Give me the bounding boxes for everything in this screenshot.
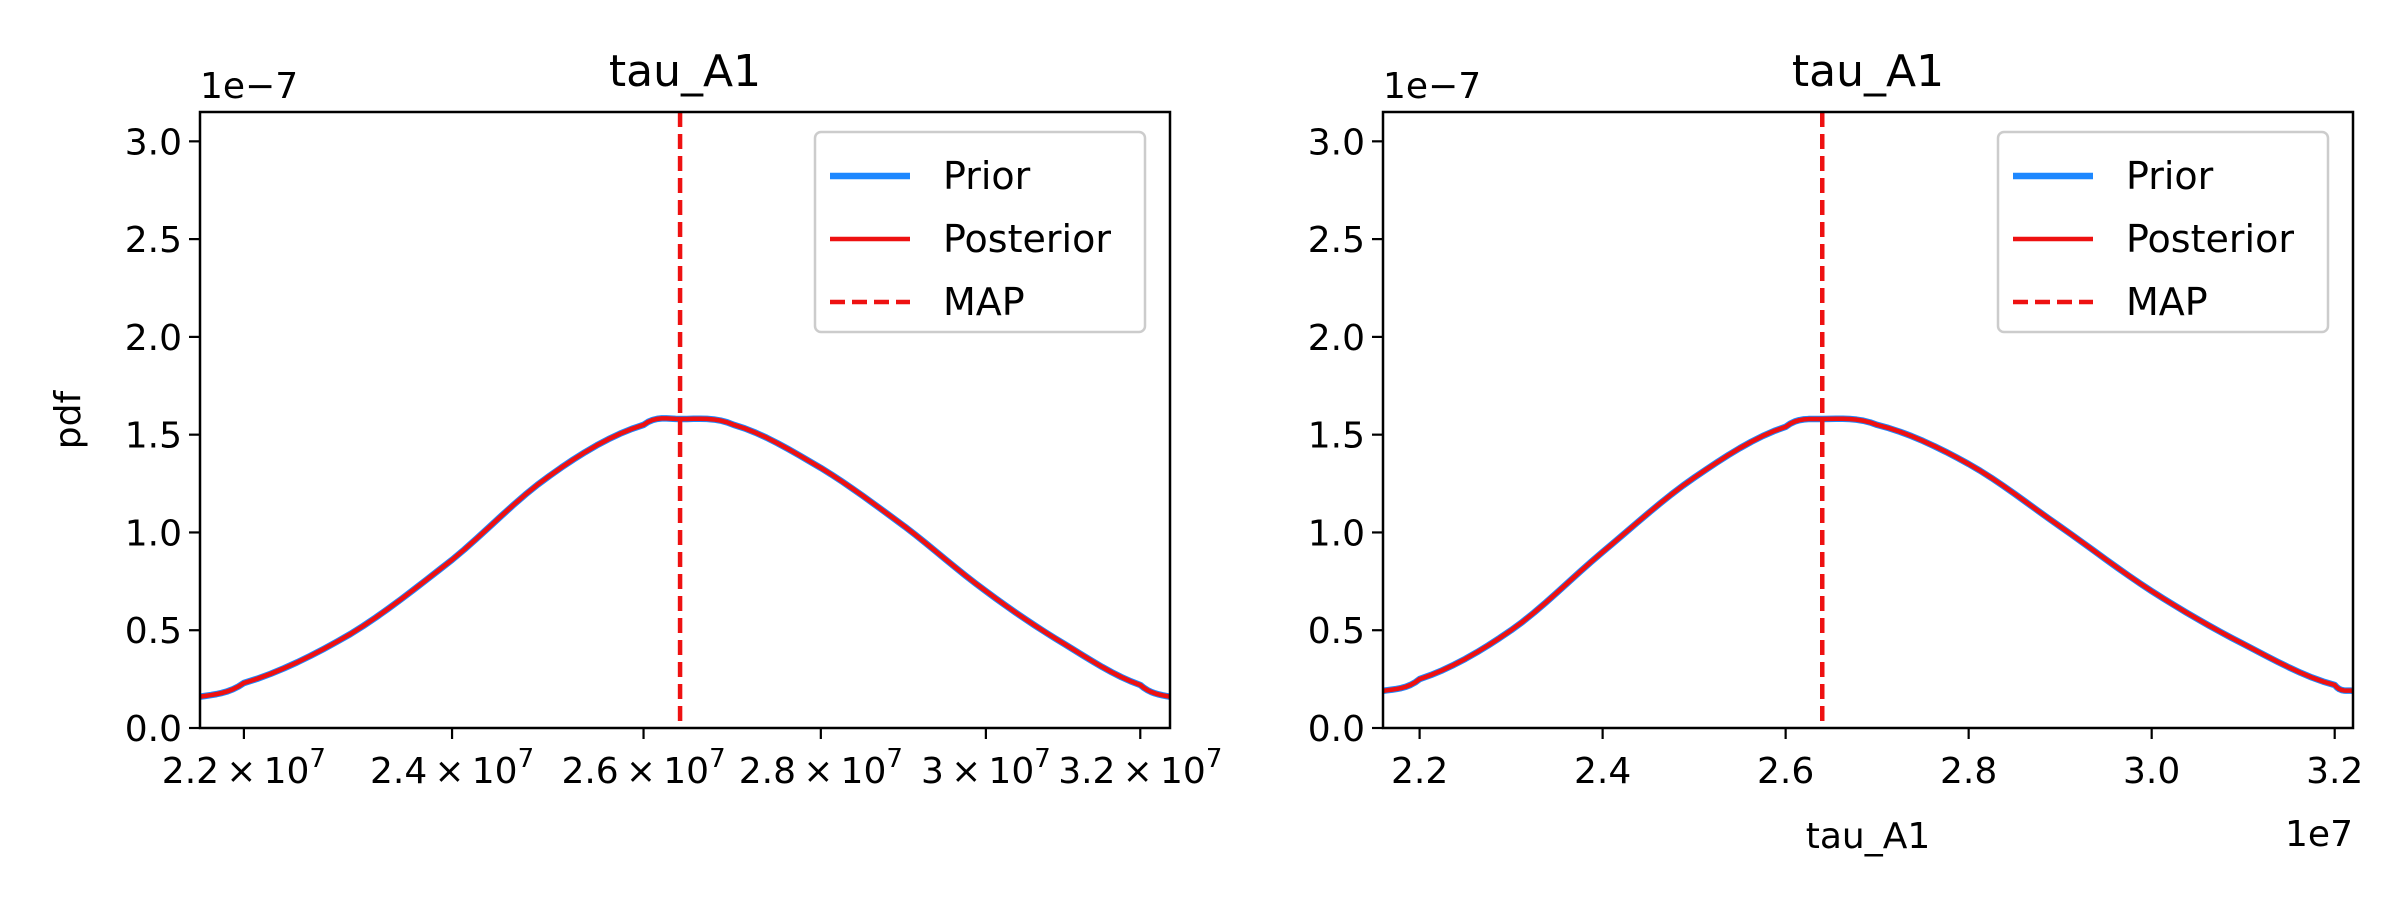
y-tick-label: 0.0: [1308, 709, 1365, 750]
y-offset-label: 1e−7: [200, 66, 298, 107]
x-tick-mantissa: 2.4: [370, 751, 427, 792]
x-tick-label: 2.8: [1940, 751, 1997, 792]
y-tick-label: 2.5: [1308, 220, 1365, 261]
x-tick-mantissa: 3: [921, 751, 944, 792]
x-tick-label: 3 × 107: [921, 744, 1051, 792]
y-tick-label: 1.5: [125, 416, 182, 457]
plot-title: tau_A1: [1792, 46, 1944, 97]
series-lines: [1383, 415, 2353, 695]
x-tick-times: × 10: [1115, 751, 1205, 792]
legend-label-posterior: Posterior: [2126, 217, 2294, 261]
y-tick-label: 0.5: [1308, 611, 1365, 652]
x-tick-exponent: 7: [1034, 744, 1051, 774]
series-lines: [200, 415, 1170, 700]
x-tick-exponent: 7: [1206, 744, 1223, 774]
x-tick-label: 2.2: [1391, 751, 1448, 792]
x-tick-mantissa: 2.8: [739, 751, 796, 792]
x-tick-label: 2.8 × 107: [739, 744, 903, 792]
x-tick-label: 2.4: [1574, 751, 1631, 792]
y-tick-label: 2.0: [1308, 318, 1365, 359]
x-tick-exponent: 7: [518, 744, 535, 774]
y-tick-label: 2.5: [125, 220, 182, 261]
y-tick-label: 0.0: [125, 709, 182, 750]
legend-label-map: MAP: [2126, 280, 2208, 324]
series-line-posterior: [200, 416, 1170, 699]
x-tick-times: × 10: [944, 751, 1034, 792]
plot-title: tau_A1: [609, 46, 761, 97]
x-offset-label: 1e7: [2285, 814, 2353, 855]
y-tick-label: 2.0: [125, 318, 182, 359]
x-tick-label: 2.6: [1757, 751, 1814, 792]
y-tick-label: 0.5: [125, 611, 182, 652]
legend-label-map: MAP: [943, 280, 1025, 324]
x-tick-mantissa: 2.2: [162, 751, 219, 792]
y-tick-label: 1.0: [125, 513, 182, 554]
x-tick-label: 3.0: [2123, 751, 2180, 792]
x-tick-label: 2.2 × 107: [162, 744, 326, 792]
x-tick-mantissa: 2.6: [561, 751, 618, 792]
axes-frame: [1381, 110, 2355, 730]
y-tick-label: 3.0: [1308, 122, 1365, 163]
series-line-prior: [1383, 415, 2353, 695]
legend-box: [813, 130, 1147, 334]
series-line-prior: [200, 415, 1170, 700]
legend: Prior Posterior MAP: [813, 130, 1147, 334]
legend-label-prior: Prior: [2126, 154, 2214, 198]
x-tick-times: × 10: [219, 751, 309, 792]
legend-label-posterior: Posterior: [943, 217, 1111, 261]
y-tick-label: 1.0: [1308, 513, 1365, 554]
x-tick-times: × 10: [427, 751, 517, 792]
y-offset-label: 1e−7: [1383, 66, 1481, 107]
x-tick-label: 2.4 × 107: [370, 744, 534, 792]
legend-box: [1996, 130, 2330, 334]
x-tick-label: 2.6 × 107: [561, 744, 725, 792]
legend: Prior Posterior MAP: [1996, 130, 2330, 334]
y-tick-label: 3.0: [125, 122, 182, 163]
x-tick-exponent: 7: [709, 744, 726, 774]
legend-label-prior: Prior: [943, 154, 1031, 198]
x-tick-times: × 10: [796, 751, 886, 792]
x-tick-exponent: 7: [309, 744, 326, 774]
x-tick-times: × 10: [619, 751, 709, 792]
x-tick-mantissa: 3.2: [1058, 751, 1115, 792]
axes-frame: [198, 110, 1172, 730]
x-axis-label: tau_A1: [1806, 816, 1931, 857]
x-tick-label: 3.2: [2306, 751, 2363, 792]
y-axis-label: pdf: [48, 389, 89, 449]
x-tick-label: 3.2 × 107: [1058, 744, 1222, 792]
x-tick-exponent: 7: [886, 744, 903, 774]
subplot-left: 0.00.51.01.52.02.53.02.2 × 107 2.4 × 107 2…: [48, 46, 1222, 792]
subplot-right: 0.0 0.5 1.0 1.5 2.0 2.5 3.0 2.2 2.4 2.6 2.8 3.0 3.2 t…: [1308, 46, 2364, 857]
y-tick-label: 1.5: [1308, 416, 1365, 457]
series-line-posterior: [1383, 416, 2353, 694]
